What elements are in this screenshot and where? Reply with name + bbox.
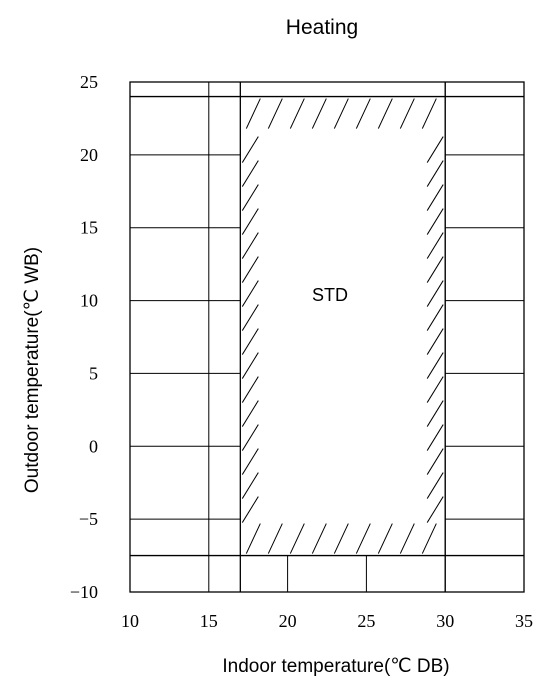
hatch-mark (426, 184, 444, 211)
hatch-mark (426, 496, 444, 523)
hatch-mark (241, 424, 259, 451)
hatch-mark (426, 136, 444, 163)
hatch-mark (241, 472, 259, 499)
hatch-mark (421, 523, 437, 554)
y-tick-label: −10 (70, 582, 98, 602)
hatch-mark (267, 523, 283, 554)
hatch-mark (241, 232, 259, 259)
region-label-std: STD (312, 285, 348, 305)
x-tick-labels: 10 15 20 25 30 35 (121, 611, 533, 631)
hatch-mark (241, 376, 259, 403)
hatch-mark (426, 472, 444, 499)
hatch-mark (399, 98, 415, 129)
hatch-mark (241, 208, 259, 235)
hatch-mark (426, 424, 444, 451)
x-tick-label: 35 (515, 611, 533, 631)
y-tick-label: 0 (89, 436, 98, 456)
hatch-mark (245, 98, 261, 129)
hatch-mark (333, 98, 349, 129)
hatch-mark (426, 208, 444, 235)
hatch-mark (426, 352, 444, 379)
hatch-mark (241, 280, 259, 307)
hatch-mark (426, 400, 444, 427)
hatch-mark (426, 280, 444, 307)
hatch-mark (241, 448, 259, 475)
hatch-mark (289, 523, 305, 554)
y-tick-label: 20 (80, 145, 98, 165)
x-tick-label: 25 (357, 611, 375, 631)
hatch-mark (426, 160, 444, 187)
hatch-mark (241, 256, 259, 283)
hatch-mark (377, 98, 393, 129)
y-tick-labels: 25 20 15 10 5 0 −5 −10 (70, 72, 98, 602)
hatch-mark (311, 523, 327, 554)
hatch-mark (399, 523, 415, 554)
hatch-mark (241, 304, 259, 331)
y-axis-label: Outdoor temperature(℃ WB) (22, 247, 43, 493)
hatch-mark (426, 328, 444, 355)
x-tick-label: 15 (200, 611, 218, 631)
hatch-mark (245, 523, 261, 554)
x-tick-label: 30 (436, 611, 454, 631)
hatch-mark (355, 523, 371, 554)
hatch-mark (241, 160, 259, 187)
hatch-mark (241, 496, 259, 523)
hatch-mark (421, 98, 437, 129)
y-tick-label: 25 (80, 72, 98, 92)
hatch-mark (241, 400, 259, 427)
x-tick-label: 10 (121, 611, 139, 631)
hatch-mark (426, 256, 444, 283)
plot-frame (129, 81, 525, 593)
hatch-mark (311, 98, 327, 129)
hatch-mark (355, 98, 371, 129)
y-tick-label: 10 (80, 291, 98, 311)
hatch-mark (426, 232, 444, 259)
y-tick-label: −5 (79, 509, 98, 529)
y-tick-label: 15 (80, 218, 98, 238)
hatch-mark (426, 448, 444, 475)
region-boundary (130, 82, 524, 592)
y-tick-label: 5 (89, 363, 98, 383)
hatch-mark (241, 184, 259, 211)
grid-layer (130, 82, 524, 592)
hatch-mark (241, 328, 259, 355)
hatch-mark (267, 98, 283, 129)
hatch-mark (426, 304, 444, 331)
hatch-mark (241, 136, 259, 163)
hatch-mark (333, 523, 349, 554)
hatch-layer (241, 98, 444, 554)
hatch-mark (241, 352, 259, 379)
x-tick-label: 20 (279, 611, 297, 631)
x-axis-label: Indoor temperature(℃ DB) (222, 656, 449, 677)
hatch-mark (426, 376, 444, 403)
hatch-mark (377, 523, 393, 554)
hatch-mark (289, 98, 305, 129)
chart-title: Heating (286, 16, 358, 39)
